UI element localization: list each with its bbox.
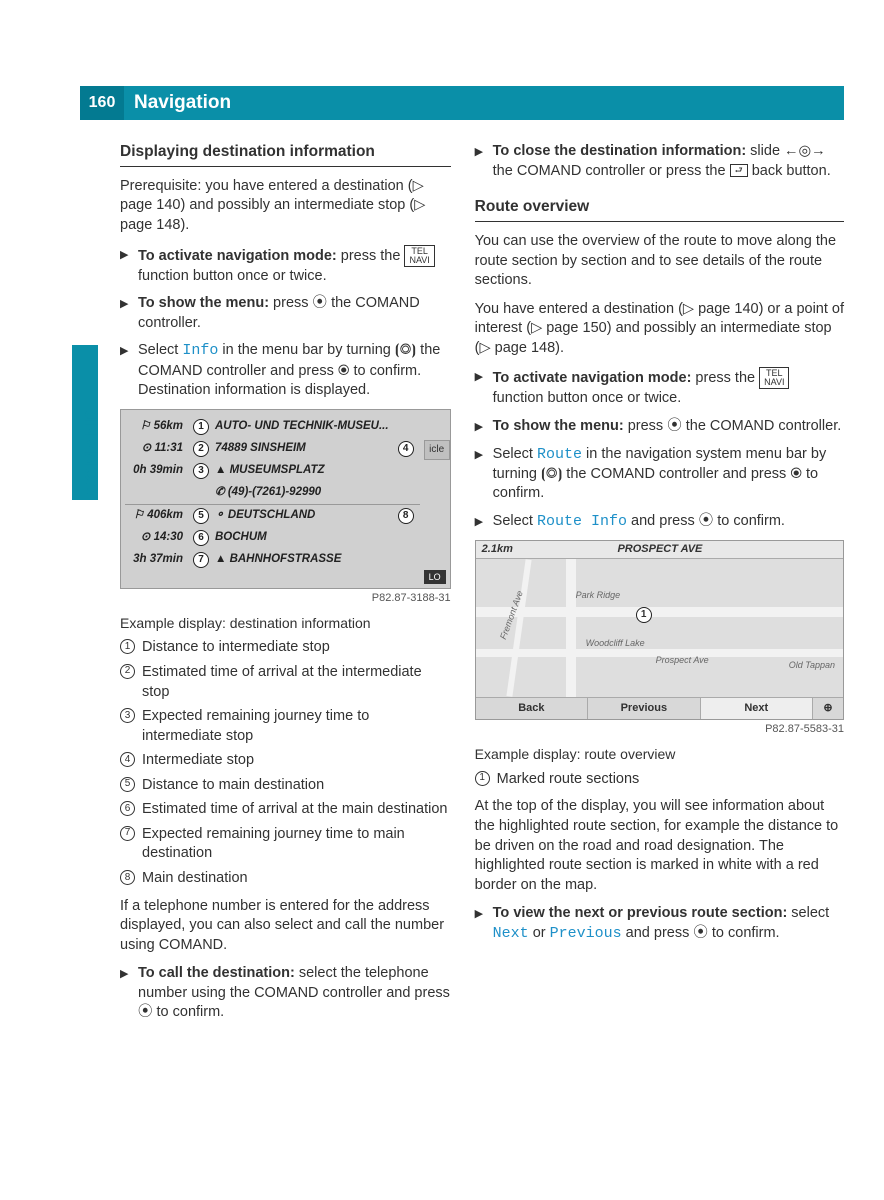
route-overview-para3: At the top of the display, you will see … [475, 797, 844, 895]
map-marker-1: 1 [636, 607, 652, 623]
route-overview-para1: You can use the overview of the route to… [475, 232, 844, 291]
step-select-route: ▶ Select Route in the navigation system … [475, 445, 844, 504]
fig1-side-tab: icle [424, 440, 450, 460]
legend-item: 3Expected remaining journey time to inte… [120, 707, 451, 746]
legend-item: 6Estimated time of arrival at the main d… [120, 800, 451, 820]
triangle-icon: ▶ [475, 445, 493, 504]
tel-navi-button-icon: TEL NAVI [404, 245, 434, 267]
fig1-row: ⚐ 406km5⚬ DEUTSCHLAND 8 [125, 505, 420, 527]
fig1-callout-8: 8 [398, 508, 414, 524]
triangle-icon: ▶ [120, 245, 138, 287]
legend-item: 8Main destination [120, 869, 451, 889]
menu-term-route-info: Route Info [537, 513, 627, 530]
fig1-row: 3h 37min7▲ BAHNHOFSTRASSE [125, 549, 420, 571]
step-view-next-prev: ▶ To view the next or previous route sec… [475, 904, 844, 944]
map-back-button[interactable]: Back [476, 698, 588, 719]
map-distance: 2.1km [482, 542, 513, 557]
triangle-icon: ▶ [475, 904, 493, 944]
step-select-route-info: ▶ Select Route Info and press ⦿ to confi… [475, 512, 844, 532]
triangle-icon: ▶ [475, 367, 493, 409]
fig1-row: ⊙ 14:306BOCHUM [125, 527, 420, 549]
legend-item: 4Intermediate stop [120, 751, 451, 771]
fig1-lo-indicator: LO [424, 570, 446, 584]
menu-term-info: Info [182, 342, 218, 359]
section-heading-destination-info: Displaying destination information [120, 142, 451, 167]
fig1-row: ⚐ 56km1AUTO- UND TECHNIK-MUSEU... [125, 416, 420, 438]
menu-term-next: Next [493, 925, 529, 942]
map-next-button[interactable]: Next [701, 698, 813, 719]
triangle-icon: ▶ [475, 142, 493, 181]
page-number: 160 [80, 86, 124, 120]
map-previous-button[interactable]: Previous [588, 698, 700, 719]
figure-route-overview: 2.1km PROSPECT AVE Park Ridge Woodcliff … [475, 540, 844, 720]
legend-item: 1Distance to intermediate stop [120, 638, 451, 658]
back-button-icon: ⮐ [730, 164, 748, 177]
fig1-row: ✆ (49)-(7261)-92990 [125, 482, 420, 504]
step-select-info: ▶ Select Info in the menu bar by turning… [120, 341, 451, 400]
step-activate-nav-2: ▶ To activate navigation mode: press the… [475, 367, 844, 409]
map-road-name: PROSPECT AVE [617, 542, 702, 557]
triangle-icon: ▶ [120, 294, 138, 333]
figure-destination-info: icle LO ⚐ 56km1AUTO- UND TECHNIK-MUSEU..… [120, 409, 451, 589]
figure2-caption-id: P82.87-5583-31 [475, 722, 844, 737]
figure1-caption-id: P82.87-3188-31 [120, 591, 451, 606]
tel-navi-button-icon: TEL NAVI [759, 367, 789, 389]
fig1-row: 0h 39min3▲ MUSEUMSPLATZ [125, 460, 420, 482]
route-overview-para2: You have entered a destination (▷ page 1… [475, 300, 844, 359]
legend-item: 5Distance to main destination [120, 776, 451, 796]
step-show-menu: ▶ To show the menu: press ⦿ the COMAND c… [120, 294, 451, 333]
menu-term-previous: Previous [550, 925, 622, 942]
legend-item: 2Estimated time of arrival at the interm… [120, 663, 451, 702]
header-title: Navigation [124, 90, 231, 116]
page: 160 Navigation COMAND Displaying destina… [0, 0, 884, 1071]
step-close-destination-info: ▶ To close the destination information: … [475, 142, 844, 181]
map-body: Park Ridge Woodcliff Lake Prospect Ave O… [476, 559, 843, 697]
telephone-note: If a telephone number is entered for the… [120, 897, 451, 956]
triangle-icon: ▶ [475, 417, 493, 437]
fig1-callout-4: 4 [398, 441, 414, 457]
fig1-row: ⊙ 11:31274889 SINSHEIM 4 [125, 438, 420, 460]
step-show-menu-2: ▶ To show the menu: press ⦿ the COMAND c… [475, 417, 844, 437]
step-call-destination: ▶ To call the destination: select the te… [120, 964, 451, 1023]
step-activate-nav: ▶ To activate navigation mode: press the… [120, 245, 451, 287]
header-bar: 160 Navigation [80, 86, 844, 120]
left-column: Displaying destination information Prere… [80, 142, 451, 1031]
content-columns: Displaying destination information Prere… [80, 86, 844, 1031]
map-zoom-button[interactable]: ⊕ [813, 698, 843, 719]
legend-item: 1Marked route sections [475, 770, 844, 790]
triangle-icon: ▶ [120, 341, 138, 400]
triangle-icon: ▶ [120, 964, 138, 1023]
prerequisite-text: Prerequisite: you have entered a destina… [120, 177, 451, 236]
legend-item: 7Expected remaining journey time to main… [120, 825, 451, 864]
section-heading-route-overview: Route overview [475, 197, 844, 222]
triangle-icon: ▶ [475, 512, 493, 532]
figure1-example-label: Example display: destination information [120, 614, 451, 633]
right-column: ▶ To close the destination information: … [475, 142, 844, 1031]
figure2-example-label: Example display: route overview [475, 745, 844, 764]
menu-term-route: Route [537, 446, 582, 463]
